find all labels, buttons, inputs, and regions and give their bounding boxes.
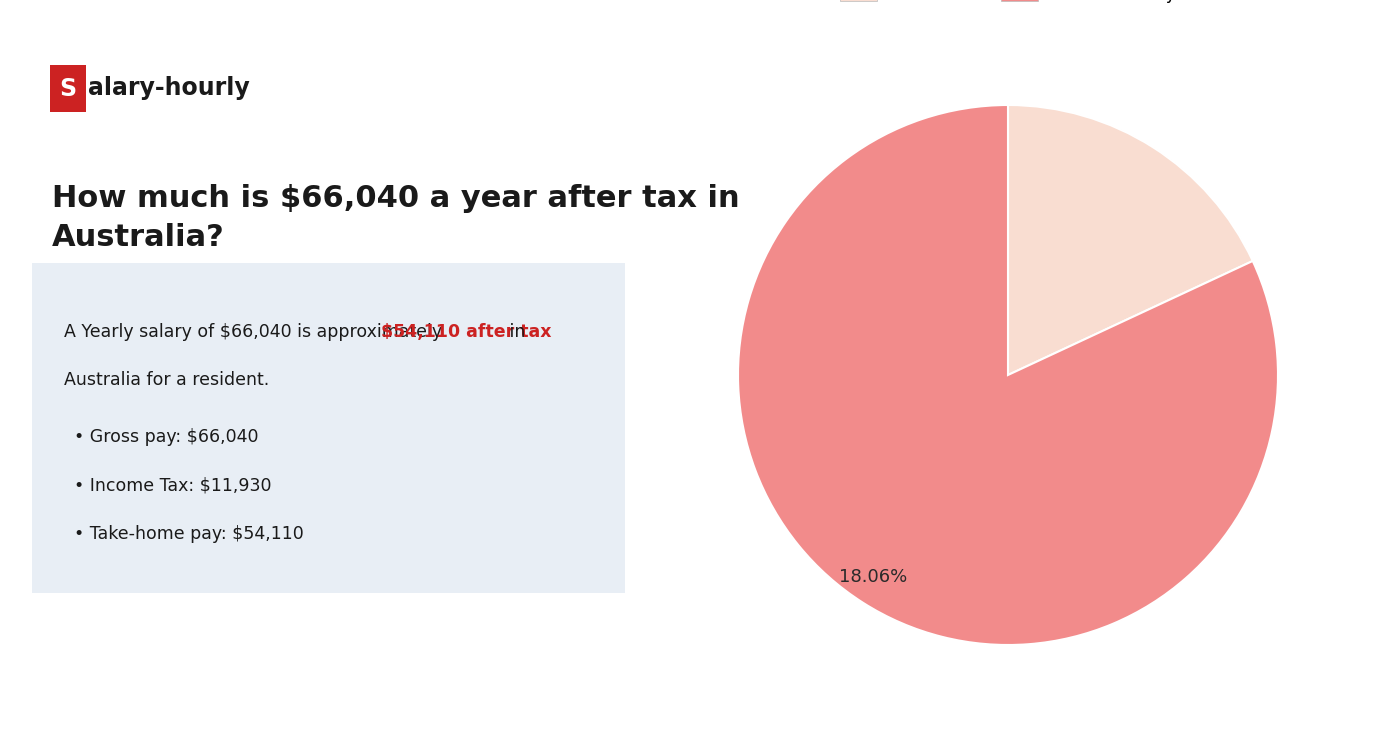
Text: in: in [504,322,525,340]
Wedge shape [1008,105,1253,375]
Text: A Yearly salary of $66,040 is approximately: A Yearly salary of $66,040 is approximat… [64,322,448,340]
Text: $54,110 after tax: $54,110 after tax [381,322,552,340]
Text: alary-hourly: alary-hourly [88,76,251,101]
FancyBboxPatch shape [32,262,624,592]
Text: • Income Tax: $11,930: • Income Tax: $11,930 [74,476,272,494]
Text: • Take-home pay: $54,110: • Take-home pay: $54,110 [74,525,304,543]
Text: How much is $66,040 a year after tax in
Australia?: How much is $66,040 a year after tax in … [52,184,739,252]
Text: 18.06%: 18.06% [839,568,907,586]
FancyBboxPatch shape [50,65,87,112]
Legend: Income Tax, Take-home Pay: Income Tax, Take-home Pay [834,0,1182,10]
Text: • Gross pay: $66,040: • Gross pay: $66,040 [74,427,259,445]
Text: Australia for a resident.: Australia for a resident. [64,371,270,389]
Wedge shape [738,105,1278,645]
Text: S: S [60,76,77,101]
